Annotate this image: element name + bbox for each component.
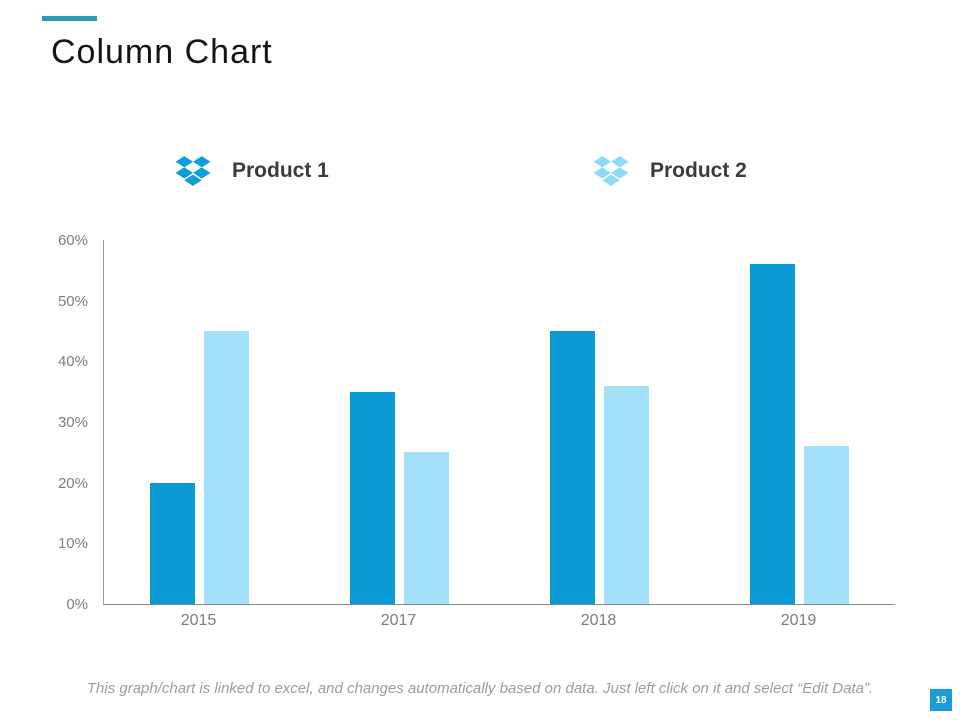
- bar-product-1-2015: [150, 482, 195, 604]
- x-axis-label-2017: 2017: [380, 612, 417, 629]
- bar-product-1-2019: [750, 264, 795, 604]
- dropbox-icon: [592, 154, 630, 188]
- y-axis-tick-20: 20%: [57, 474, 88, 492]
- bar-product-1-2018: [550, 331, 595, 604]
- title-accent-line: [42, 16, 97, 21]
- chart-legend: Product 1 Product 2: [0, 148, 960, 194]
- dropbox-icon: [174, 154, 212, 188]
- bar-group-2018: [550, 331, 649, 604]
- x-axis-labels: 2015 2017 2018 2019: [103, 612, 895, 636]
- bar-product-1-2017: [350, 391, 395, 604]
- bar-product-2-2017: [404, 452, 449, 604]
- bar-group-2015: [150, 331, 249, 604]
- y-axis-tick-40: 40%: [57, 353, 88, 371]
- bar-product-2-2018: [604, 385, 649, 604]
- bar-group-2017: [350, 391, 449, 604]
- legend-label: Product 2: [650, 159, 747, 182]
- x-axis-label-2015: 2015: [180, 612, 217, 629]
- bar-product-2-2015: [204, 331, 249, 604]
- x-axis-label-2019: 2019: [780, 612, 817, 629]
- y-axis-tick-30: 30%: [57, 414, 88, 431]
- legend-item-product-1[interactable]: Product 1: [174, 148, 329, 194]
- y-axis-tick-10: 10%: [57, 535, 88, 553]
- y-axis-ticks: 0% 10% 20% 30% 40% 50% 60%: [44, 232, 94, 613]
- page-number-badge: 18: [930, 689, 952, 711]
- legend-label: Product 1: [232, 159, 329, 182]
- x-axis-label-2018: 2018: [580, 612, 617, 629]
- chart-plot-area[interactable]: [103, 240, 895, 605]
- bar-product-2-2019: [804, 446, 849, 604]
- bar-group-2019: [750, 264, 849, 604]
- y-axis-tick-0: 0%: [66, 596, 88, 613]
- footer-note: This graph/chart is linked to excel, and…: [86, 680, 874, 697]
- page-title: Column Chart: [51, 33, 273, 71]
- legend-item-product-2[interactable]: Product 2: [592, 148, 747, 194]
- y-axis-tick-50: 50%: [57, 292, 88, 310]
- y-axis-tick-60: 60%: [57, 232, 88, 249]
